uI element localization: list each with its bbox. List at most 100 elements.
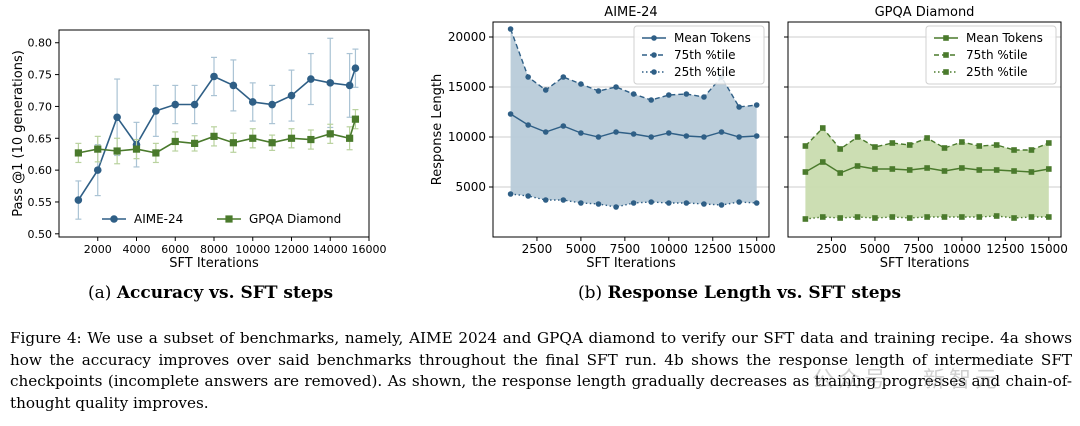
data-point — [287, 134, 296, 142]
data-point — [595, 201, 602, 207]
y-tick-label: 0.80 — [28, 37, 53, 50]
data-point — [941, 168, 948, 174]
data-point — [976, 143, 983, 149]
data-point — [630, 131, 637, 137]
data-point — [959, 165, 965, 171]
data-point — [648, 199, 655, 205]
data-point — [1028, 214, 1035, 220]
figure-caption: Figure 4: We use a subset of benchmarks,… — [10, 328, 1072, 414]
data-point — [1046, 140, 1052, 146]
data-point — [287, 91, 296, 100]
data-point — [542, 129, 549, 135]
y-tick-label: 0.70 — [28, 100, 53, 113]
data-point — [976, 167, 983, 173]
data-point — [753, 133, 760, 139]
data-point — [889, 140, 896, 146]
data-point — [152, 149, 160, 157]
y-axis-label: Response Length — [430, 74, 445, 185]
series-line — [78, 118, 357, 154]
data-point — [351, 115, 360, 123]
data-point — [718, 129, 725, 135]
series-p25 — [507, 191, 760, 210]
data-point — [74, 149, 82, 157]
y-tick-label: 0.65 — [28, 132, 53, 145]
data-point — [924, 165, 930, 171]
data-point — [613, 204, 619, 210]
data-point — [249, 134, 257, 142]
aime-chart: AIME-24 2500 5000 7500 10000 12500 15000 5000 10… — [430, 5, 776, 271]
data-point — [854, 163, 861, 169]
data-point — [113, 113, 121, 122]
data-point — [560, 74, 567, 80]
data-point — [630, 91, 637, 97]
legend-label: AIME-24 — [134, 212, 183, 226]
accuracy-legend: AIME-24 GPQA Diamond — [102, 212, 341, 226]
subcaption-a: (a) Accuracy vs. SFT steps — [88, 283, 333, 303]
data-point — [819, 214, 826, 220]
x-tick-label: 8000 — [200, 243, 228, 256]
data-point — [872, 215, 878, 221]
data-point — [1011, 168, 1017, 174]
aime-legend: Mean Tokens 75th %tile 25th %tile — [633, 25, 765, 85]
data-point — [889, 214, 896, 220]
data-point — [113, 147, 121, 155]
watermark: 公众号 · 新智元 — [812, 368, 1001, 393]
x-tick-label: 2000 — [84, 243, 112, 256]
legend-label: GPQA Diamond — [249, 212, 341, 226]
data-point — [683, 91, 690, 97]
data-point — [268, 139, 276, 147]
x-tick-label: 12500 — [694, 242, 732, 256]
data-point — [542, 197, 549, 203]
y-tick-label: 0.50 — [28, 228, 53, 241]
data-point — [924, 214, 930, 220]
legend-box — [925, 25, 1057, 85]
x-tick-label: 12500 — [986, 242, 1024, 256]
x-tick-label: 2500 — [816, 242, 847, 256]
data-point — [595, 134, 602, 140]
data-point — [665, 92, 672, 98]
series-p75 — [802, 125, 1052, 153]
data-point — [1011, 215, 1017, 221]
data-point — [210, 72, 218, 81]
data-point — [736, 134, 742, 140]
data-point — [837, 146, 843, 152]
data-point — [1046, 214, 1052, 220]
iqr-band — [510, 29, 757, 207]
gpqa-panel-title: GPQA Diamond — [875, 5, 975, 20]
data-point — [346, 134, 354, 142]
y-tick-label: 0.55 — [28, 196, 53, 209]
subcaption-b-title: Response Length vs. SFT steps — [607, 283, 902, 303]
data-point — [229, 81, 238, 90]
data-point — [648, 134, 655, 140]
x-tick-label: 12000 — [274, 243, 309, 256]
data-point — [630, 200, 637, 206]
data-point — [993, 167, 1000, 173]
series-gpqa — [74, 109, 360, 165]
data-point — [959, 214, 965, 220]
series-aime — [74, 37, 360, 220]
data-point — [941, 214, 948, 220]
data-point — [753, 200, 760, 206]
x-axis-label: SFT Iterations — [586, 256, 676, 271]
data-point — [507, 111, 514, 117]
iqr-band — [805, 128, 1049, 219]
data-point — [683, 200, 690, 206]
x-tick-label: 16000 — [352, 243, 387, 256]
x-tick-label: 7500 — [903, 242, 934, 256]
data-point — [326, 130, 334, 138]
data-point — [993, 213, 1000, 219]
aime-panel-title: AIME-24 — [604, 5, 657, 20]
data-point — [802, 216, 809, 222]
subcaption-a-title: Accuracy vs. SFT steps — [116, 283, 334, 303]
data-point — [701, 201, 707, 207]
y-axis-label: Pass @1 (10 generations) — [11, 50, 26, 217]
data-point — [802, 169, 809, 175]
data-point — [326, 79, 335, 87]
subcaption-a-prefix: (a) — [88, 283, 117, 303]
data-point — [560, 123, 567, 129]
series-line — [77, 67, 357, 201]
data-point — [854, 134, 861, 140]
x-tick-label: 14000 — [313, 243, 348, 256]
legend-marker — [943, 69, 949, 75]
data-point — [525, 122, 531, 128]
